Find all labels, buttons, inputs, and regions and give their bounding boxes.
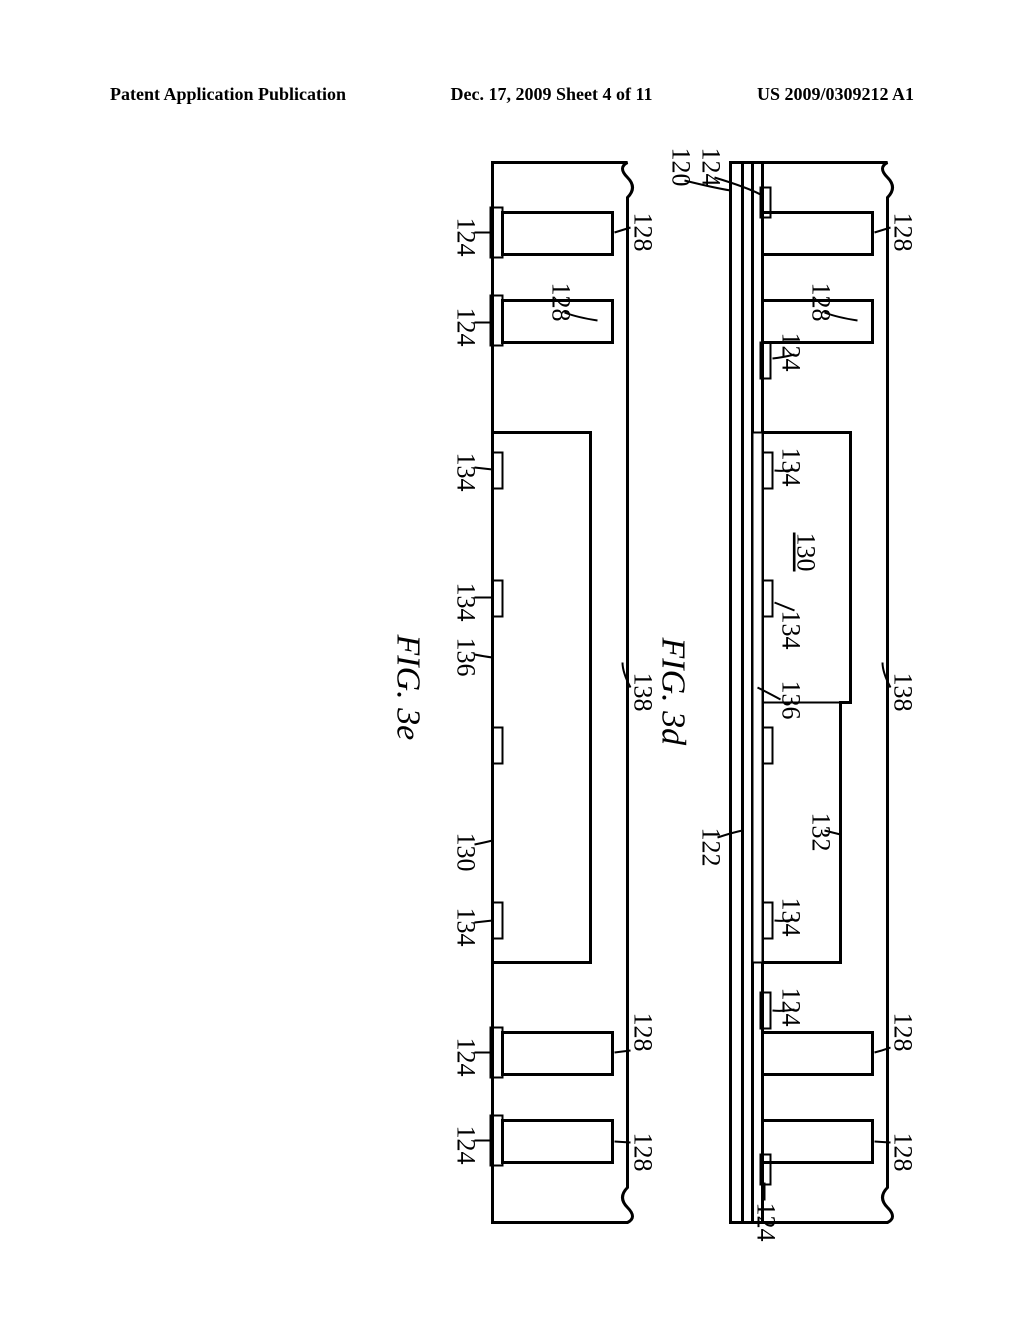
- ref-124: 124: [777, 988, 806, 1027]
- ref-134: 134: [452, 453, 481, 492]
- ref-130: 130: [452, 833, 481, 872]
- figure-3d: 128 128 128 128 124 124 124 124 130 132 …: [653, 133, 913, 1253]
- ref-134: 134: [452, 583, 481, 622]
- ref-124: 124: [452, 1126, 481, 1165]
- ref-128: 128: [629, 213, 653, 252]
- ref-138: 138: [629, 673, 653, 712]
- ref-130: 130: [792, 533, 821, 572]
- ref-134: 134: [777, 611, 806, 650]
- ref-120: 120: [667, 148, 696, 187]
- header-left: Patent Application Publication: [110, 84, 346, 105]
- figures-rotated-container: 128 128 128 128 124 124 124 124 130 132 …: [0, 393, 1023, 988]
- ref-136: 136: [452, 638, 481, 677]
- figure-3e: 128 128 128 128 124 124 124 124 130 134 …: [383, 133, 653, 1253]
- ref-128: 128: [889, 213, 913, 252]
- ref-124: 124: [452, 1038, 481, 1077]
- ref-124: 124: [452, 218, 481, 257]
- ref-124: 124: [777, 333, 806, 372]
- page-header: Patent Application Publication Dec. 17, …: [0, 84, 1024, 105]
- fig-caption-3d: FIG. 3d: [655, 637, 692, 747]
- ref-128: 128: [629, 1013, 653, 1052]
- ref-124: 124: [697, 148, 726, 187]
- gap-136: [753, 433, 763, 963]
- die-130: [493, 433, 591, 963]
- ref-122: 122: [697, 828, 726, 867]
- ref-136: 136: [777, 681, 806, 720]
- ref-134: 134: [777, 898, 806, 937]
- carrier-120: [731, 163, 743, 1223]
- ref-138: 138: [889, 673, 913, 712]
- fig-caption-3e: FIG. 3e: [390, 634, 427, 741]
- ref-124: 124: [752, 1203, 781, 1242]
- ref-128: 128: [889, 1013, 913, 1052]
- ref-134: 134: [777, 448, 806, 487]
- ref-124: 124: [452, 308, 481, 347]
- ref-128: 128: [889, 1133, 913, 1172]
- header-right: US 2009/0309212 A1: [757, 84, 914, 105]
- header-middle: Dec. 17, 2009 Sheet 4 of 11: [451, 84, 653, 105]
- ref-134: 134: [452, 908, 481, 947]
- ref-128: 128: [629, 1133, 653, 1172]
